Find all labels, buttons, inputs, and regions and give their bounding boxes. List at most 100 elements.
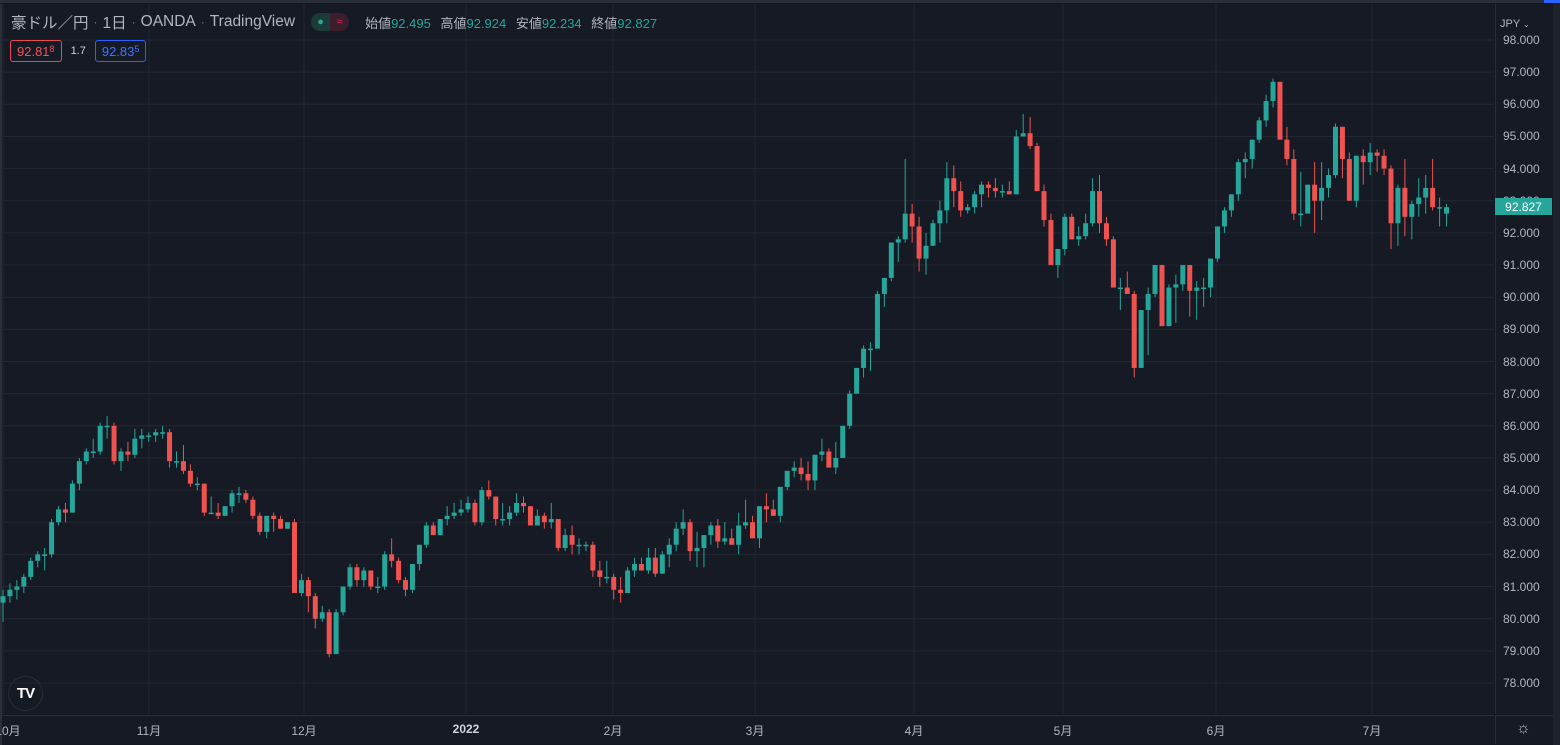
price-tick-label: 88.000 — [1503, 354, 1540, 369]
candle — [187, 464, 193, 487]
candle — [854, 367, 860, 394]
settings-gear-icon[interactable]: ☼ — [1516, 720, 1531, 737]
status-pill[interactable]: ● ≈ — [311, 13, 350, 31]
price-axis[interactable] — [1495, 4, 1554, 714]
candle — [1221, 207, 1227, 233]
candle — [430, 522, 436, 536]
candle — [750, 515, 756, 539]
currency-selector[interactable]: JPY ⌄ — [1500, 18, 1530, 30]
candle — [1097, 175, 1103, 233]
candle — [632, 557, 638, 577]
candle — [826, 448, 832, 468]
price-tick-label: 82.000 — [1503, 547, 1540, 562]
price-tick-label: 84.000 — [1503, 483, 1540, 498]
separator-dot: · — [131, 15, 136, 29]
candle — [756, 506, 762, 548]
candle — [305, 576, 311, 613]
candle — [333, 609, 339, 655]
candle — [1367, 142, 1373, 176]
candle — [923, 232, 929, 275]
candle — [985, 181, 991, 198]
sell-button[interactable]: 92.81 8 — [10, 40, 62, 62]
candle — [507, 506, 513, 526]
candle — [514, 493, 520, 516]
high-value: 92.924 — [466, 15, 507, 31]
price-tick-label: 91.000 — [1503, 258, 1540, 273]
candle — [590, 541, 596, 577]
candle — [35, 551, 41, 568]
candle — [132, 429, 138, 458]
candle — [56, 506, 62, 526]
chevron-down-icon: ⌄ — [1523, 20, 1530, 29]
candle — [638, 557, 644, 571]
time-tick-label: 5月 — [1053, 724, 1073, 738]
candle — [1381, 149, 1387, 176]
candle — [42, 547, 48, 571]
chart-pane[interactable] — [2, 4, 1494, 714]
candle — [666, 538, 672, 568]
tradingview-logo-icon[interactable]: TV — [8, 676, 43, 711]
candle — [569, 525, 575, 555]
interval-label[interactable]: 1日 — [102, 15, 127, 32]
buy-button[interactable]: 92.83 5 — [94, 40, 147, 62]
candle — [659, 551, 665, 574]
candle — [583, 541, 589, 552]
candle — [257, 512, 263, 536]
left-edge — [0, 4, 2, 745]
candle — [1215, 226, 1220, 262]
candle — [1228, 194, 1234, 217]
candle — [180, 445, 186, 475]
candle — [527, 506, 533, 526]
candle — [90, 438, 96, 458]
price-tick-label: 95.000 — [1503, 129, 1540, 144]
candle — [888, 242, 894, 282]
candle — [722, 522, 728, 545]
candle — [937, 200, 943, 243]
candle — [687, 519, 693, 561]
candle — [1131, 290, 1137, 378]
candle — [840, 425, 846, 458]
candle — [930, 220, 936, 246]
candle — [21, 573, 27, 593]
candle — [1159, 265, 1165, 327]
open-label: 始値 — [365, 15, 392, 31]
candle — [111, 422, 117, 465]
candle — [625, 567, 631, 593]
buy-pip: 5 — [134, 44, 140, 54]
candle — [319, 605, 325, 622]
market-open-dot-icon: ● — [311, 13, 331, 31]
candle — [1242, 152, 1248, 179]
candle — [1409, 200, 1415, 240]
candle — [1263, 94, 1269, 127]
candle — [652, 547, 658, 577]
candle — [236, 486, 242, 503]
candle — [798, 457, 804, 481]
candle — [562, 528, 568, 552]
candle — [576, 538, 582, 555]
candle — [1208, 258, 1214, 298]
source-label: TradingView — [209, 13, 296, 30]
candle — [1360, 149, 1366, 185]
candle — [1145, 287, 1151, 356]
candle — [76, 457, 82, 491]
candle — [1006, 181, 1012, 195]
candle — [604, 560, 610, 584]
symbol-title[interactable]: 豪ドル／円 — [11, 15, 89, 32]
time-tick-label: 12月 — [291, 724, 317, 738]
time-axis[interactable] — [2, 715, 1494, 744]
separator-dot: · — [200, 15, 205, 29]
candle — [1020, 113, 1026, 137]
candle — [1256, 117, 1262, 143]
price-tick-label: 80.000 — [1503, 611, 1540, 626]
candle — [486, 480, 492, 500]
candle — [597, 560, 603, 587]
candle — [97, 422, 103, 455]
candle — [125, 441, 131, 462]
candle — [1069, 213, 1075, 240]
candle — [1277, 81, 1283, 140]
candle — [416, 544, 422, 571]
right-edge — [1553, 4, 1560, 745]
price-tick-label: 94.000 — [1503, 161, 1540, 176]
candle — [167, 429, 173, 468]
